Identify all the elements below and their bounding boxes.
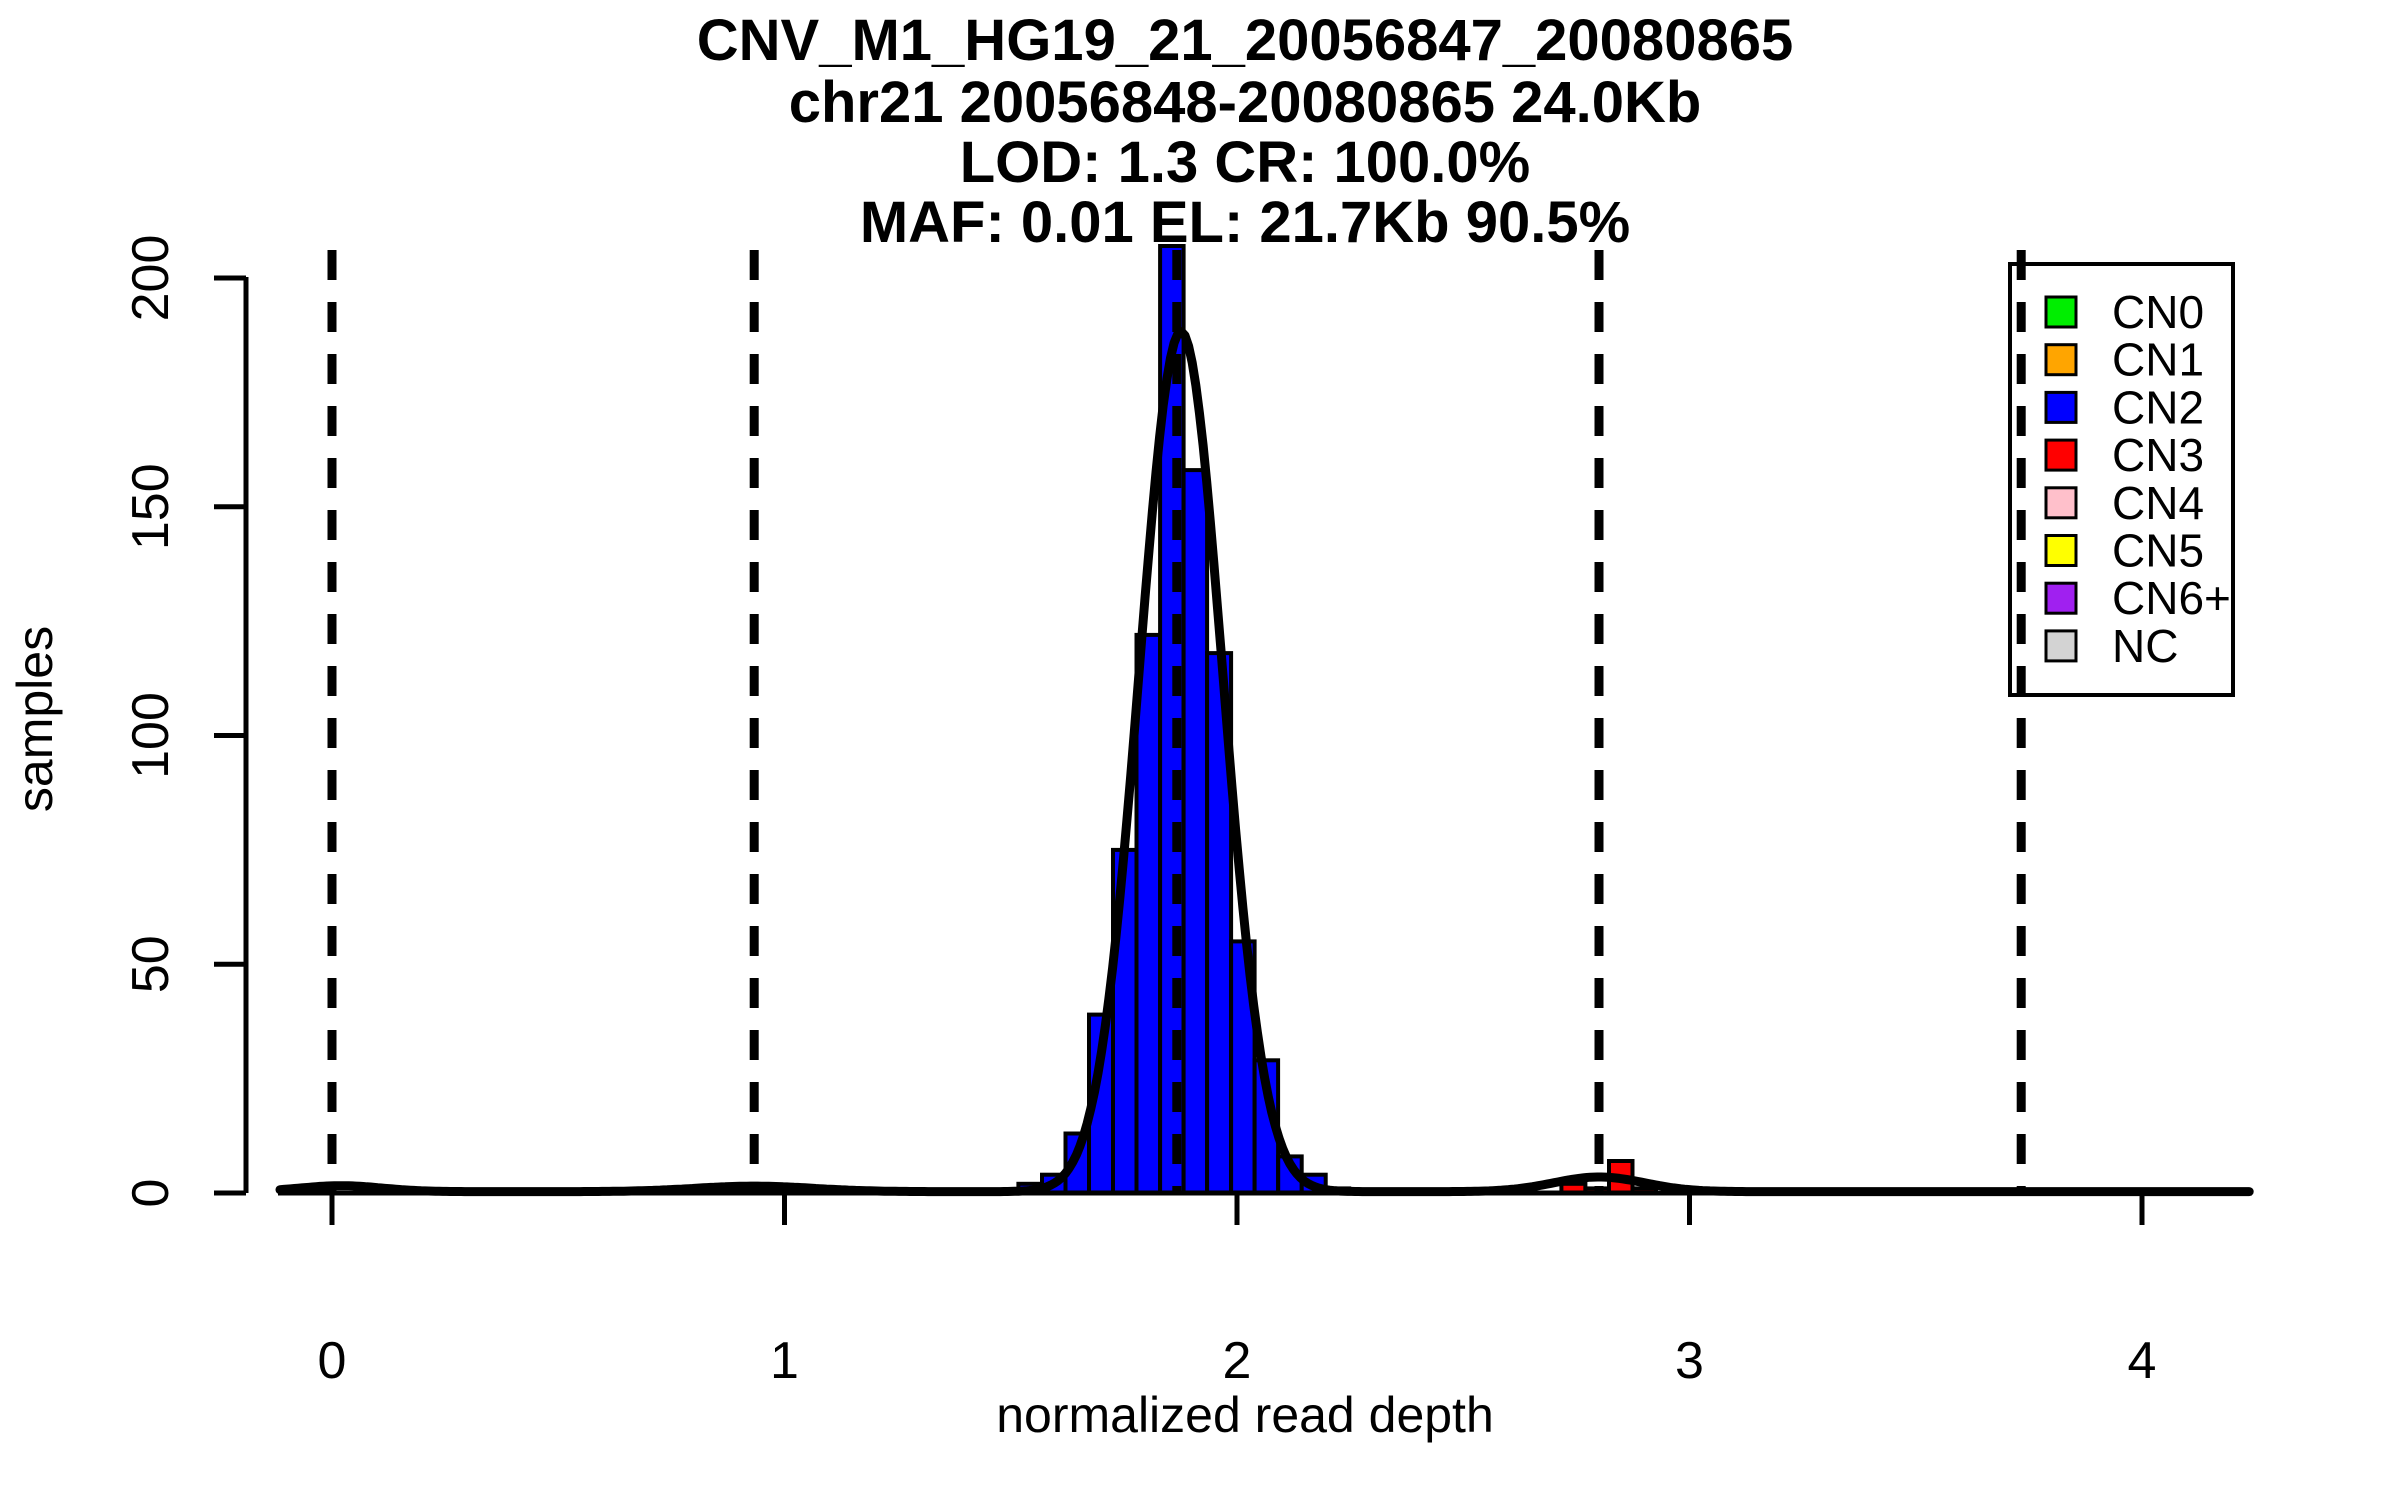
legend-swatch-cn0 — [2044, 295, 2078, 329]
legend-label-nc: NC — [2112, 620, 2178, 672]
legend-label-cn4: CN4 — [2112, 477, 2204, 529]
legend-swatch-cn1 — [2044, 343, 2078, 377]
y-tick-label: 200 — [122, 235, 180, 322]
y-axis-title: samples — [7, 626, 63, 812]
x-axis: 0 1 2 3 4 — [278, 1190, 2252, 1390]
legend-swatch-nc — [2044, 629, 2078, 663]
legend-label-cn6plus: CN6+ — [2112, 572, 2231, 624]
y-axis: 0 50 100 150 200 — [122, 235, 249, 1208]
y-tick-label: 50 — [122, 935, 180, 993]
x-axis-title: normalized read depth — [996, 1387, 1494, 1443]
legend-swatch-cn4 — [2044, 486, 2078, 520]
legend-label-cn0: CN0 — [2112, 286, 2204, 338]
legend-box — [2008, 262, 2235, 697]
legend-swatch-cn2 — [2044, 390, 2078, 424]
x-tick-label: 4 — [2128, 1332, 2157, 1390]
title-line-1: CNV_M1_HG19_21_20056847_20080865 — [697, 8, 1793, 73]
x-tick-label: 3 — [1675, 1332, 1704, 1390]
legend-label-cn5: CN5 — [2112, 525, 2204, 577]
title-block: CNV_M1_HG19_21_20056847_20080865 chr21 2… — [697, 8, 1793, 255]
title-line-4: MAF: 0.01 EL: 21.7Kb 90.5% — [860, 190, 1630, 255]
legend-label-cn3: CN3 — [2112, 429, 2204, 481]
x-tick-label: 0 — [318, 1332, 347, 1390]
legend-swatch-cn3 — [2044, 438, 2078, 472]
x-tick-label: 1 — [770, 1332, 799, 1390]
title-line-2: chr21 20056848-20080865 24.0Kb — [789, 70, 1702, 135]
y-tick-label: 150 — [122, 463, 180, 550]
y-tick-label: 0 — [122, 1179, 180, 1208]
y-tick-label: 100 — [122, 692, 180, 779]
x-tick-label: 2 — [1223, 1332, 1252, 1390]
cn-boundary-lines — [327, 250, 2026, 1193]
legend-swatch-cn6plus — [2044, 581, 2078, 615]
legend-label-cn2: CN2 — [2112, 381, 2204, 433]
legend-swatch-cn5 — [2044, 534, 2078, 567]
title-line-3: LOD: 1.3 CR: 100.0% — [960, 130, 1531, 195]
histogram-bar-cn2 — [1134, 632, 1162, 1195]
histogram-bar-cn2 — [1181, 468, 1210, 1196]
legend-label-cn1: CN1 — [2112, 334, 2204, 386]
